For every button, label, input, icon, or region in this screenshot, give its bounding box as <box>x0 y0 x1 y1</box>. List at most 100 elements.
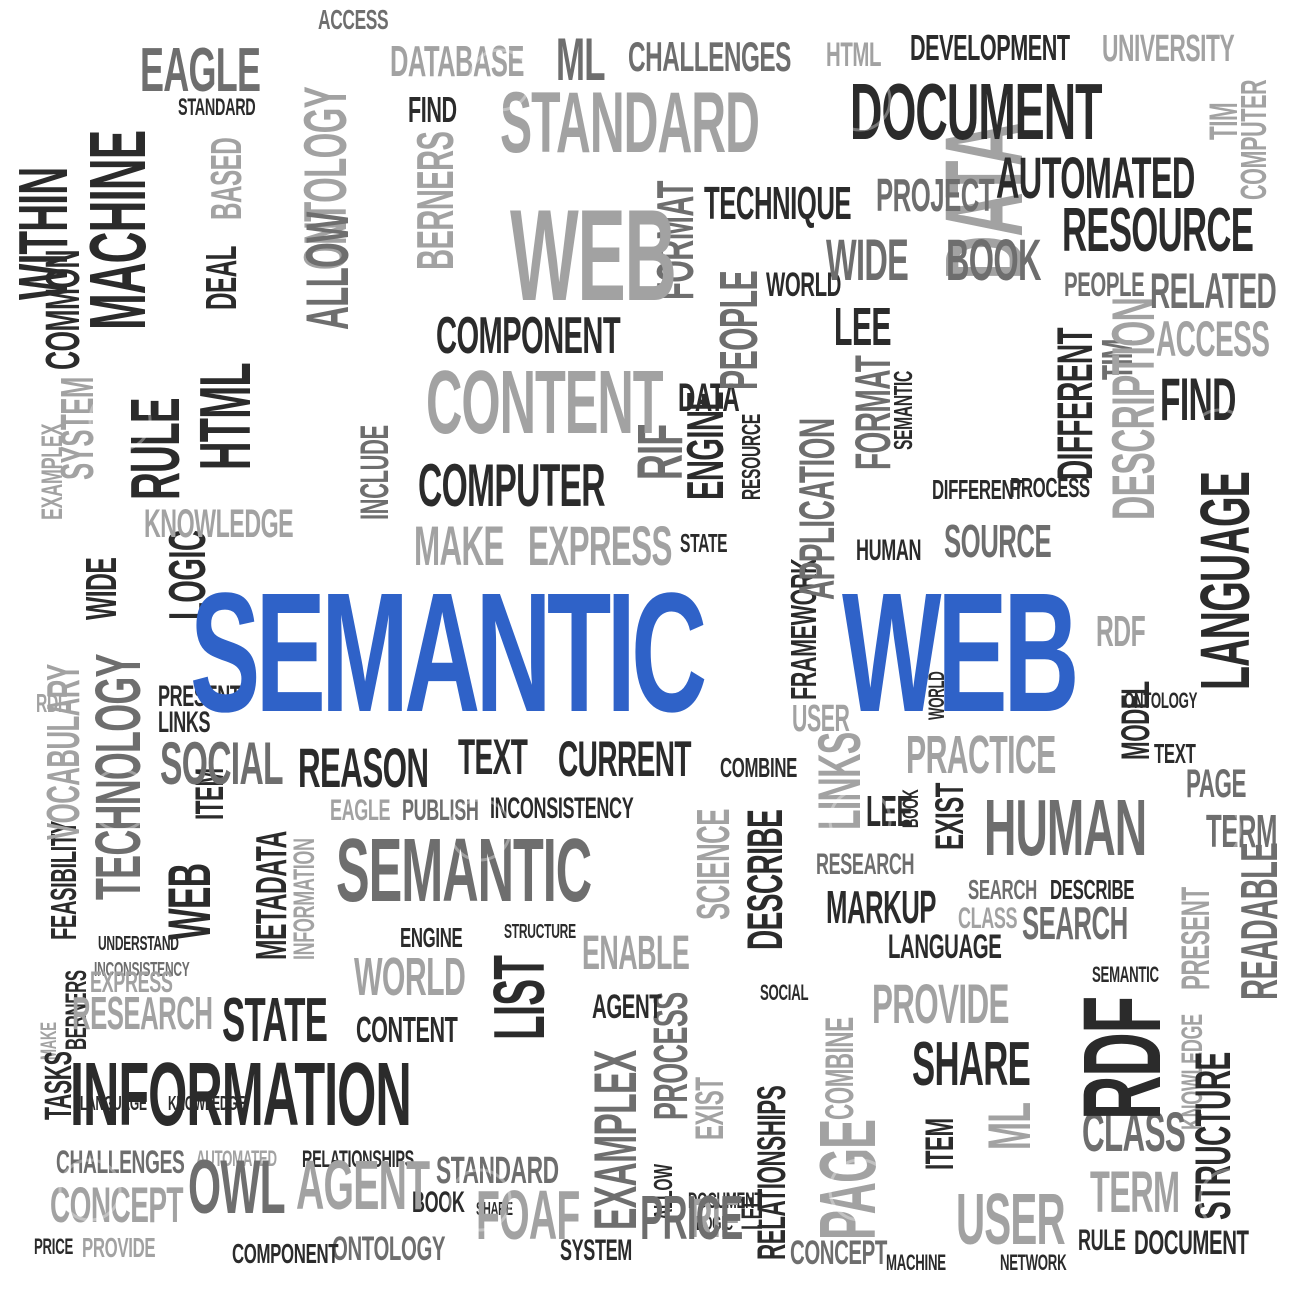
tag-word: AGENT <box>592 988 662 1026</box>
tag-word: CLASS <box>1082 1100 1186 1163</box>
tag-word: EAGLE <box>330 794 391 827</box>
tag-word: STRUCTURE <box>1185 1052 1241 1220</box>
tag-word: SEARCH <box>1022 897 1128 949</box>
tag-word: INCONSISTENCY <box>94 959 190 981</box>
tag-word: RIF <box>690 1186 739 1249</box>
tag-word: WIDE <box>77 557 126 620</box>
tag-word: WEB <box>156 863 223 940</box>
tag-word: NETWORK <box>1000 1250 1067 1275</box>
tag-word: USER <box>792 698 850 740</box>
tag-word: EXPRESS <box>90 966 173 999</box>
tag-word: CONTENT <box>426 353 664 453</box>
tag-word: DATABASE <box>390 37 524 86</box>
tag-word: FORMAT <box>845 355 901 470</box>
tag-word: TERM <box>1206 805 1277 857</box>
tag-word: LANGUAGE <box>1186 471 1264 690</box>
tag-word: TEXT <box>1154 738 1196 769</box>
tag-word: TIM <box>1202 102 1246 140</box>
tag-word: TECHNOLOGY <box>82 654 154 900</box>
tag-word: PAGE <box>803 1119 892 1240</box>
tag-word: RULE <box>1078 1224 1126 1257</box>
tag-word: EXPRESS <box>528 514 672 577</box>
tag-word: TECHNIQUE <box>704 177 852 229</box>
tag-word: READABLE <box>1231 842 1289 1000</box>
tag-word: SEARCH <box>968 874 1037 905</box>
tag-word: RESEARCH <box>72 987 213 1039</box>
tag-word: PRESENT <box>1174 887 1218 990</box>
tag-word: USER <box>956 1180 1066 1260</box>
tag-word: ML <box>976 1102 1043 1150</box>
tag-word: COMBINE <box>818 1017 862 1120</box>
tag-word: LINKS <box>158 706 211 739</box>
tag-word: ENGINE <box>677 391 735 500</box>
tag-word: KNOWLEDGE <box>168 1093 246 1115</box>
tag-word: DOCUMENT <box>850 67 1103 156</box>
tag-word: SOCIAL <box>760 980 809 1005</box>
tag-word: HTML <box>186 363 266 470</box>
tag-word: FIND <box>1160 366 1236 433</box>
tag-word: MAKE <box>414 514 504 577</box>
tag-word: CONCEPT <box>50 1177 184 1233</box>
tag-word: INCONSISTENCY <box>490 792 634 825</box>
tag-word: DIFFERENT <box>932 474 1024 505</box>
tag-word: CHALLENGES <box>56 1144 185 1180</box>
tag-word: WEB <box>510 182 677 328</box>
tag-word: PAGE <box>1186 762 1247 806</box>
tag-word: DESCRIBE <box>737 809 793 950</box>
tag-word: REASON <box>298 736 429 799</box>
tag-word: INCLUDE <box>353 425 397 520</box>
tag-word: AUTOMATED <box>996 146 1195 211</box>
tag-word: RELATIONSHIPS <box>302 1146 415 1173</box>
tag-word: MARKUP <box>826 881 936 933</box>
tag-word: FOAF <box>476 1176 580 1254</box>
tag-word: LANGUAGE <box>888 928 1002 966</box>
tag-word: DESCRIPTION <box>1100 297 1167 520</box>
tag-word: ACCESS <box>318 4 389 35</box>
tag-word: STATE <box>680 528 728 558</box>
tag-word: METADATA <box>247 831 296 960</box>
tag-word: SCIENCE <box>687 809 739 920</box>
tag-word: PRICE <box>640 1184 743 1253</box>
tag-word: OWL <box>188 1145 286 1230</box>
tag-word: DEVELOPMENT <box>910 27 1070 68</box>
tag-word: APPLICATION <box>789 418 845 600</box>
tag-word: PEOPLE <box>709 270 769 390</box>
tag-word: LOGIC <box>696 1213 733 1235</box>
tag-word: WORLD <box>766 266 842 304</box>
headline-semantic: SEMANTIC <box>190 558 707 748</box>
tag-word: TEXT <box>458 729 528 785</box>
tag-word: STRUCTURE <box>504 921 576 943</box>
tag-word: WIDE <box>826 228 909 293</box>
tag-word: ML <box>556 26 606 93</box>
tag-word: COMBINE <box>720 752 797 783</box>
tag-word: WORLD <box>354 947 466 1007</box>
tag-word: SEMANTIC <box>1092 962 1159 987</box>
tag-word: TERM <box>1090 1160 1180 1225</box>
tag-word: ENGINE <box>400 922 463 953</box>
tag-word: EAGLE <box>140 36 261 105</box>
tag-word: RULE <box>116 398 194 500</box>
tag-word: UNDERSTAND <box>98 933 179 955</box>
tag-word: RESOURCE <box>1062 196 1254 265</box>
tag-word: STANDARD <box>436 1150 559 1192</box>
tag-word: ONTOLOGY <box>1124 688 1198 713</box>
tag-word: CHALLENGES <box>628 33 791 80</box>
tag-word: ONTOLOGY <box>332 1230 446 1268</box>
tag-word: MODEL <box>1114 681 1158 760</box>
tag-word: DATA <box>678 376 740 420</box>
tag-word: BERNERS <box>407 131 465 270</box>
tag-word: FIND <box>408 89 457 130</box>
tag-word: AUTOMATED <box>196 1146 277 1171</box>
tag-word: SOURCE <box>944 515 1052 567</box>
tag-word: VOCABULARY <box>37 664 89 840</box>
tag-word: BOOK <box>412 1186 465 1219</box>
tag-word: SOCIAL <box>160 730 284 797</box>
tag-word: PROJECT <box>876 169 995 221</box>
tag-word: DEAL <box>197 246 246 310</box>
tag-word: PUBLISH <box>402 794 479 827</box>
tag-word: LEE <box>834 297 892 357</box>
tag-word: MACHINE <box>73 130 162 330</box>
tag-word: COMPONENT <box>232 1238 339 1269</box>
tag-word: WITHIN <box>4 167 82 300</box>
